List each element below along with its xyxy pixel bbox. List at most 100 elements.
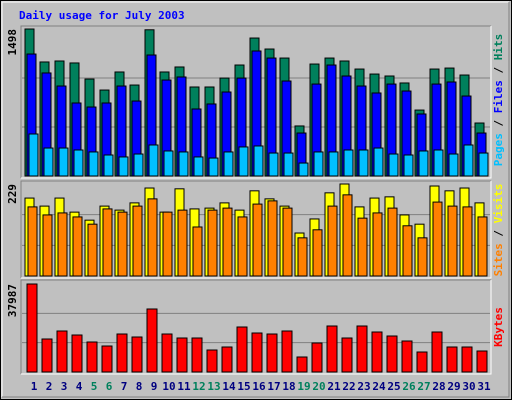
bar (463, 144, 474, 177)
bar (387, 207, 398, 277)
bar (178, 151, 189, 177)
bar (191, 337, 203, 373)
bar (386, 335, 398, 373)
bar (101, 345, 113, 373)
x-tick-label: 22 (342, 380, 355, 393)
x-tick-label: 5 (91, 380, 98, 393)
bar (253, 145, 264, 177)
bar (133, 153, 144, 177)
x-tick-label: 12 (192, 380, 205, 393)
bar (343, 149, 354, 177)
x-tick-label: 10 (162, 380, 175, 393)
bar (208, 157, 219, 177)
panel-bevel (21, 26, 492, 179)
bar (237, 216, 248, 277)
x-tick-label: 14 (222, 380, 236, 393)
bar (222, 207, 233, 277)
bar (267, 200, 278, 277)
panel-bevel (21, 181, 492, 279)
bar (177, 209, 188, 277)
bar (401, 340, 413, 373)
x-tick-label: 25 (387, 380, 400, 393)
bar (356, 325, 368, 373)
bar (326, 325, 338, 373)
panel-bevel (20, 180, 491, 278)
bar (416, 351, 428, 373)
bar (207, 209, 218, 277)
x-tick-label: 6 (106, 380, 113, 393)
legend-entry: KBytes (492, 307, 505, 347)
panel-bevel (20, 25, 491, 178)
x-tick-label: 31 (477, 380, 491, 393)
bar (327, 205, 338, 277)
x-tick-label: 24 (372, 380, 386, 393)
bar (297, 237, 308, 277)
x-tick-label: 18 (282, 380, 295, 393)
panel-bevel (20, 279, 491, 374)
bar (371, 331, 383, 373)
y-tick-label: 37987 (6, 284, 19, 317)
bar (282, 207, 293, 277)
bar (266, 333, 278, 373)
bar (102, 208, 113, 277)
bar (56, 330, 68, 373)
bar (446, 346, 458, 373)
legend-separator: / (492, 223, 505, 243)
legend-entry: Visits (492, 184, 505, 224)
bar (478, 152, 489, 177)
legend: Sites / Visits (492, 184, 505, 277)
bar (328, 151, 339, 177)
bar (447, 205, 458, 277)
bar (88, 151, 99, 177)
bar (176, 337, 188, 373)
bar (281, 330, 293, 373)
bar (402, 225, 413, 277)
bar (418, 150, 429, 177)
x-tick-label: 8 (136, 380, 143, 393)
bar (103, 154, 114, 177)
x-tick-label: 19 (297, 380, 310, 393)
bar (476, 350, 488, 373)
x-tick-label: 20 (312, 380, 325, 393)
bar (117, 211, 128, 277)
legend-entry: Sites (492, 243, 505, 276)
x-tick-label: 11 (177, 380, 191, 393)
bar (357, 217, 368, 277)
x-tick-label: 30 (462, 380, 475, 393)
bar (223, 151, 234, 177)
bar (57, 212, 68, 277)
legend-separator: / (492, 60, 505, 80)
bar (161, 333, 173, 373)
bar (41, 338, 53, 373)
bar (283, 152, 294, 177)
bar (236, 326, 248, 373)
legend-entry: Files (492, 80, 505, 113)
bar (28, 133, 39, 177)
bar (87, 223, 98, 277)
bar (86, 341, 98, 373)
bar (252, 203, 263, 277)
x-tick-label: 29 (447, 380, 460, 393)
x-tick-label: 7 (121, 380, 128, 393)
bar (71, 334, 83, 373)
bar (132, 205, 143, 277)
bar (148, 144, 159, 177)
x-tick-label: 1 (31, 380, 38, 393)
bar (43, 147, 54, 177)
bar (312, 229, 323, 277)
bar (27, 206, 38, 277)
bar (131, 336, 143, 373)
bar (72, 216, 83, 277)
x-tick-label: 9 (151, 380, 158, 393)
bar (342, 194, 353, 277)
x-tick-label: 23 (357, 380, 370, 393)
legend-entry: Pages (492, 133, 505, 166)
x-tick-label: 21 (327, 380, 341, 393)
x-tick-label: 3 (61, 380, 68, 393)
bar (251, 332, 263, 373)
bar (118, 156, 129, 177)
x-tick-label: 15 (237, 380, 250, 393)
